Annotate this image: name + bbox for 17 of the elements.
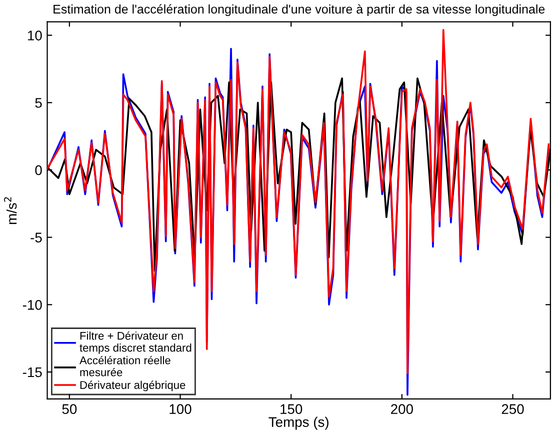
y-tick-label: -15 — [22, 367, 42, 378]
chart-title: Estimation de l'accélération longitudinale d'une voiture à partir de sa vitesse longitudinale — [54, 4, 545, 16]
x-tick-label: 50 — [62, 404, 77, 414]
y-tick-label: 10 — [28, 30, 42, 40]
x-tick-label: 150 — [280, 404, 302, 414]
y-tick-label: -10 — [22, 300, 42, 310]
x-tick-label: 100 — [170, 404, 192, 414]
x-axis-title: Temps (s) — [268, 416, 328, 430]
x-tick-label: 200 — [391, 404, 413, 414]
y-tick-label: -5 — [30, 232, 42, 242]
x-tick-label: 250 — [502, 404, 524, 414]
y-tick-label: 5 — [35, 98, 42, 108]
y-tick-label: 0 — [35, 165, 42, 176]
legend-label: Filtre + Dérivateur en temps discret standard — [80, 331, 192, 354]
legend-label: Accélération réelle mesurée — [80, 356, 170, 376]
y-axis-title: m/s$^{2}$ — [4, 197, 17, 224]
legend-label: Dérivateur algébrique — [80, 380, 186, 392]
